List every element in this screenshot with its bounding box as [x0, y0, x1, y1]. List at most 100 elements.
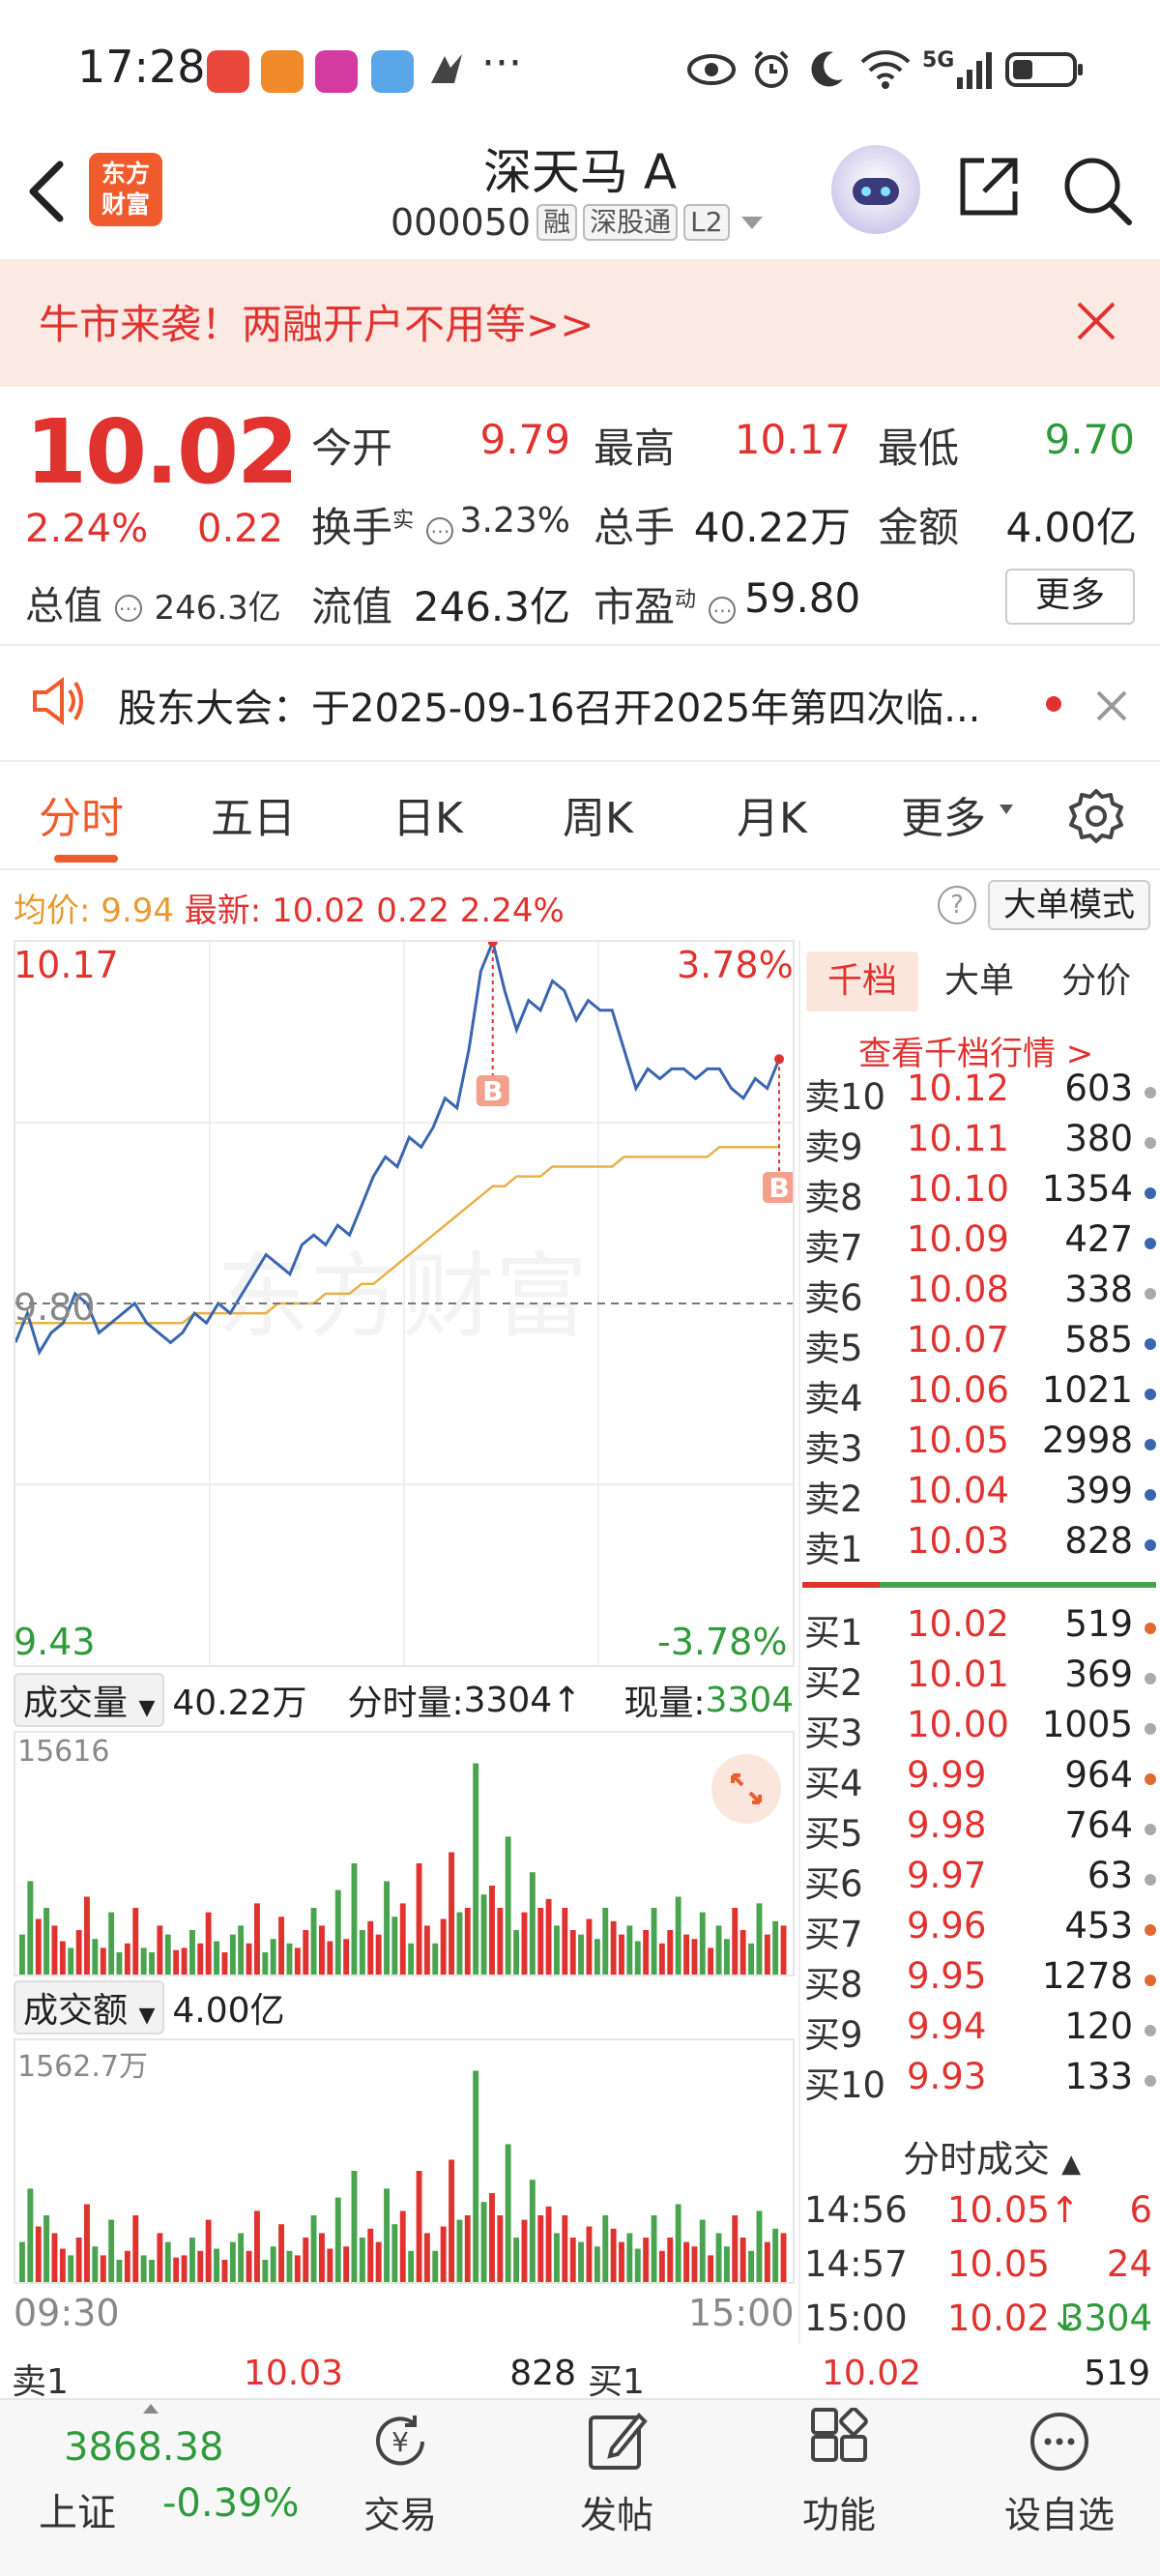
change-amount: 0.22 [197, 507, 284, 551]
bid-row[interactable]: 买6 9.97 63 [804, 1855, 1156, 1905]
promo-banner[interactable] [0, 259, 1160, 387]
notice-text[interactable]: 股东大会：于2025-09-16召开2025年第四次临... [118, 687, 981, 731]
index-change[interactable]: -0.39% [162, 2481, 300, 2526]
order-tag-dot [1145, 2025, 1156, 2036]
amount-selector[interactable]: 成交额 ▼ [14, 1980, 165, 2034]
bid-row[interactable]: 买5 9.98 764 [804, 1804, 1156, 1855]
back-button[interactable] [21, 157, 75, 226]
bid-volume: 1278 [1041, 1955, 1133, 1997]
tab-intraday[interactable]: 分时 [39, 794, 124, 843]
volume-bar [68, 2255, 74, 2282]
stock-code-row[interactable]: 000050 融 深股通 L2 [391, 199, 763, 246]
bid-row[interactable]: 买2 10.01 369 [804, 1654, 1156, 1704]
notice-close-button[interactable] [1094, 688, 1129, 723]
search-button[interactable] [1059, 153, 1133, 226]
index-name[interactable]: 上证 [39, 2491, 116, 2535]
chevron-up-icon[interactable] [143, 2404, 159, 2414]
help-icon[interactable]: ? [938, 886, 976, 924]
bid-volume: 1005 [1041, 1704, 1133, 1745]
bid-volume: 369 [1064, 1654, 1133, 1695]
tab-five-day[interactable]: 五日 [211, 794, 296, 843]
order-book-tab-price-dist[interactable]: 分价 [1060, 961, 1131, 1001]
ask-row[interactable]: 卖3 10.05 2998 [804, 1420, 1156, 1470]
bid-row[interactable]: 买7 9.96 453 [804, 1905, 1156, 1955]
volume-bar [246, 2250, 252, 2282]
volume-bar [658, 1943, 665, 1975]
nav-post-label: 发帖 [579, 2494, 653, 2536]
ticks-header[interactable]: 分时成交 ▲ [903, 2129, 1081, 2182]
bid-row[interactable]: 买4 9.99 964 [804, 1754, 1156, 1804]
promo-text[interactable]: 牛市来袭！两融开户不用等>> [39, 301, 594, 348]
ask-volume: 2998 [1041, 1420, 1133, 1461]
volume-bar [384, 2188, 390, 2282]
assistant-avatar[interactable] [831, 145, 920, 234]
tab-daily-k[interactable]: 日K [392, 794, 463, 843]
bid-row[interactable]: 买8 9.95 1278 [804, 1955, 1156, 2005]
amount-chart[interactable] [14, 2038, 795, 2284]
bid-row[interactable]: 买10 9.93 133 [804, 2056, 1156, 2106]
volume-bar [84, 1896, 90, 1975]
turnover-label[interactable]: 换手实 ⋯ [311, 495, 454, 554]
ask-row[interactable]: 卖10 10.12 603 [804, 1068, 1156, 1118]
index-value[interactable]: 3868.38 [64, 2425, 224, 2470]
float-cap-label: 流值 [311, 583, 393, 630]
nav-watchlist-label: 设自选 [1003, 2494, 1115, 2536]
nav-post[interactable]: 发帖 [539, 2408, 694, 2553]
tab-monthly-k[interactable]: 月K [737, 794, 807, 843]
volume-bar [124, 1943, 130, 1975]
ask-row[interactable]: 卖7 10.09 427 [804, 1218, 1156, 1269]
volume-bar [319, 2233, 325, 2282]
volume-bar [578, 1934, 584, 1975]
volume-bar [205, 2219, 212, 2282]
volume-bar [27, 1881, 34, 1975]
nav-function[interactable]: 功能 [762, 2408, 916, 2553]
divider [798, 940, 800, 2344]
tab-weekly-k[interactable]: 周K [563, 794, 633, 843]
nav-watchlist[interactable]: 设自选 [982, 2408, 1137, 2553]
volume-bar [667, 2238, 674, 2282]
order-book-tab-big-order[interactable]: 大单 [943, 961, 1014, 1001]
chevron-down-icon[interactable] [740, 216, 763, 229]
volume-bar [92, 2246, 99, 2282]
volume-bar [392, 2224, 398, 2282]
ask-row[interactable]: 卖9 10.11 380 [804, 1118, 1156, 1168]
ask-row[interactable]: 卖8 10.10 1354 [804, 1168, 1156, 1218]
bid-row[interactable]: 买1 10.02 519 [804, 1603, 1156, 1654]
ask-row[interactable]: 卖1 10.03 828 [804, 1520, 1156, 1570]
expand-button[interactable] [711, 1754, 781, 1824]
post-icon [589, 2413, 648, 2470]
bid-row[interactable]: 买9 9.94 120 [804, 2005, 1156, 2056]
bid-row[interactable]: 买3 10.00 1005 [804, 1704, 1156, 1754]
promo-close-button[interactable] [1071, 296, 1121, 346]
buy-marker[interactable]: B [763, 1172, 793, 1204]
info-icon[interactable]: ⋯ [709, 596, 737, 624]
tab-more[interactable]: 更多 [901, 794, 986, 843]
avg-value: 9.94 [101, 892, 174, 930]
volume-bar [440, 1918, 447, 1975]
pe-label[interactable]: 市盈动 ⋯ [594, 574, 737, 633]
nav-trade[interactable]: ¥ 交易 [323, 2408, 478, 2553]
ask-row[interactable]: 卖5 10.07 585 [804, 1319, 1156, 1369]
ask-row[interactable]: 卖4 10.06 1021 [804, 1369, 1156, 1420]
ask-volume: 603 [1064, 1068, 1133, 1109]
share-button[interactable] [955, 153, 1023, 220]
ask-row[interactable]: 卖6 10.08 338 [804, 1269, 1156, 1319]
settings-button[interactable] [1067, 787, 1125, 845]
order-book-tab-depth[interactable]: 千档 [806, 951, 918, 1011]
view-depth-link[interactable]: 查看千档行情 > [858, 1035, 1094, 1073]
volume-bar [157, 2233, 163, 2282]
volume-bar [619, 1934, 624, 1975]
volume-chart[interactable] [14, 1731, 795, 1976]
big-order-mode-button[interactable]: 大单模式 [988, 880, 1150, 930]
volume-selector[interactable]: 成交量 ▼ [14, 1673, 165, 1727]
info-icon[interactable]: ⋯ [114, 595, 142, 622]
buy-marker[interactable]: B [476, 1075, 509, 1107]
turnover-sup: 实 [392, 509, 415, 533]
ask-row[interactable]: 卖2 10.04 399 [804, 1470, 1156, 1520]
volume-bar [651, 1908, 657, 1975]
info-icon[interactable]: ⋯ [426, 516, 454, 544]
mktcap-label[interactable]: 总值 ⋯ 246.3亿 [25, 574, 281, 630]
more-quote-button[interactable]: 更多 [1005, 569, 1135, 625]
bid-label: 买8 [804, 1964, 863, 2005]
